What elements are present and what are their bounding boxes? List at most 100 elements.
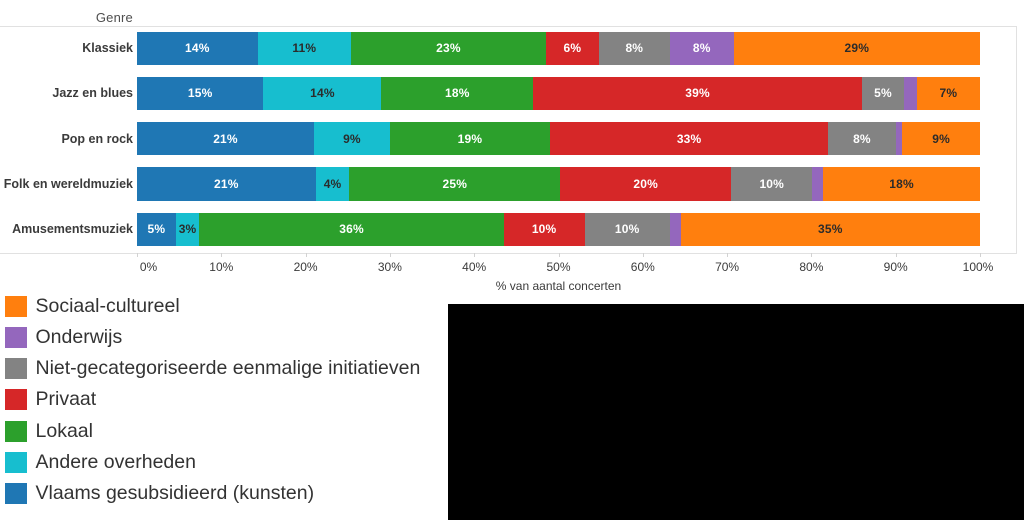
x-axis-tick-label: 90% bbox=[883, 260, 908, 274]
bar-segment: 39% bbox=[533, 76, 862, 110]
bar-segment-label: 20% bbox=[633, 176, 659, 191]
bar-segment: 14% bbox=[263, 76, 382, 110]
legend-swatch bbox=[4, 389, 27, 411]
x-axis-tick-label: 50% bbox=[546, 260, 571, 274]
x-axis-tick-label: 0% bbox=[139, 260, 158, 274]
bar-segment: 23% bbox=[351, 31, 546, 65]
bar-segment-label: 9% bbox=[343, 131, 361, 146]
x-axis-line bbox=[0, 252, 1017, 254]
legend-item: Niet-gecategoriseerde eenmalige initiati… bbox=[4, 357, 421, 380]
legend-label: Onderwijs bbox=[35, 325, 123, 348]
x-axis-tick-label: 60% bbox=[630, 260, 655, 274]
bar-segment bbox=[895, 122, 903, 156]
bar-segment-label: 35% bbox=[818, 222, 843, 237]
bar-segment: 21% bbox=[137, 122, 315, 156]
legend-item: Lokaal bbox=[4, 419, 93, 442]
redaction-block bbox=[448, 304, 1024, 520]
x-axis-tick-label: 10% bbox=[209, 260, 234, 274]
legend-swatch bbox=[4, 482, 27, 504]
bar-segment-label: 18% bbox=[889, 176, 914, 191]
x-axis-tick-label: 40% bbox=[462, 260, 487, 274]
bar-segment-label: 10% bbox=[531, 222, 557, 237]
bar-segment-label: 18% bbox=[445, 86, 470, 101]
x-axis-tick bbox=[221, 253, 223, 257]
bar-segment-label: 10% bbox=[759, 176, 785, 191]
plot-right-border bbox=[1016, 26, 1017, 254]
category-label: Klassiek bbox=[82, 41, 133, 56]
x-axis-tick bbox=[811, 253, 813, 257]
x-axis-tick bbox=[727, 253, 729, 257]
legend-swatch bbox=[4, 451, 27, 473]
header-divider-line bbox=[0, 26, 1017, 27]
bar-segment: 8% bbox=[598, 31, 670, 65]
bar-segment-label: 11% bbox=[292, 41, 317, 56]
bar-segment: 10% bbox=[584, 212, 670, 246]
legend-label: Sociaal-cultureel bbox=[35, 294, 180, 317]
bar-segment: 5% bbox=[137, 212, 176, 246]
bar-segment: 18% bbox=[381, 76, 534, 110]
bar-segment-label: 5% bbox=[874, 86, 892, 101]
bar-segment-label: 21% bbox=[213, 131, 238, 146]
x-axis-tick bbox=[305, 253, 307, 257]
legend-swatch bbox=[4, 420, 27, 442]
bar-segment: 10% bbox=[503, 212, 585, 246]
bar-segment-label: 5% bbox=[147, 222, 166, 237]
bar-segment-label: 8% bbox=[853, 131, 871, 146]
category-label: Amusementsmuziek bbox=[12, 222, 133, 237]
legend-swatch bbox=[4, 326, 27, 348]
x-axis-tick-label: 70% bbox=[715, 260, 740, 274]
bar-segment-label: 4% bbox=[323, 176, 342, 191]
bar-segment: 9% bbox=[902, 122, 980, 156]
legend-item: Sociaal-cultureel bbox=[4, 294, 180, 317]
bar-segment-label: 14% bbox=[184, 41, 210, 56]
bar-segment: 21% bbox=[137, 167, 316, 201]
x-axis-tick bbox=[980, 253, 981, 257]
bar-segment-label: 21% bbox=[214, 176, 239, 191]
bar-segment-label: 3% bbox=[178, 222, 197, 237]
stacked-bar: 5% 3% 36% 10% 10% 35% bbox=[137, 212, 980, 246]
bar-segment: 33% bbox=[550, 122, 829, 156]
bar-segment: 15% bbox=[137, 76, 264, 110]
legend-label: Vlaams gesubsidieerd (kunsten) bbox=[35, 481, 315, 504]
bar-segment: 8% bbox=[828, 122, 896, 156]
bar-segment: 29% bbox=[733, 31, 980, 65]
bar-segment: 11% bbox=[257, 31, 352, 65]
bar-segment: 9% bbox=[314, 122, 390, 156]
legend-item: Andere overheden bbox=[4, 450, 196, 473]
x-axis-tick bbox=[389, 253, 391, 257]
bar-segment-label: 36% bbox=[339, 222, 364, 237]
stacked-bar: 21% 9% 19% 33% 8% 9% bbox=[137, 122, 980, 156]
bar-segment-label: 23% bbox=[436, 41, 461, 56]
legend-swatch bbox=[4, 358, 27, 380]
x-axis-tick bbox=[474, 253, 476, 257]
bar-segment: 14% bbox=[137, 31, 258, 65]
legend-label: Lokaal bbox=[35, 419, 93, 442]
bar-segment: 36% bbox=[199, 212, 504, 246]
legend-label: Andere overheden bbox=[35, 450, 196, 473]
bar-segment-label: 9% bbox=[932, 131, 951, 146]
x-axis-tick bbox=[137, 253, 138, 257]
bar-segment: 25% bbox=[349, 167, 561, 201]
bar-segment-label: 33% bbox=[676, 131, 702, 146]
category-label: Jazz en blues bbox=[52, 86, 133, 101]
bar-segment-label: 10% bbox=[614, 222, 640, 237]
bar-segment-label: 29% bbox=[844, 41, 870, 56]
x-axis-tick-label: 30% bbox=[377, 260, 402, 274]
legend-swatch bbox=[4, 295, 27, 317]
bar-segment-label: 8% bbox=[692, 41, 711, 56]
legend-label: Privaat bbox=[35, 388, 97, 411]
x-axis-tick bbox=[558, 253, 560, 257]
category-label: Pop en rock bbox=[61, 131, 133, 146]
bar-segment: 5% bbox=[861, 76, 905, 110]
stacked-bar: 15% 14% 18% 39% 5% 7% bbox=[137, 76, 980, 110]
category-label: Folk en wereldmuziek bbox=[3, 176, 133, 191]
stacked-bar: 21% 4% 25% 20% 10% 18% bbox=[137, 167, 980, 201]
x-axis-tick bbox=[642, 253, 644, 257]
stacked-bar: 14% 11% 23% 6% 8% 8% 29% bbox=[137, 31, 980, 65]
bar-segment: 18% bbox=[823, 167, 980, 201]
x-axis-tick bbox=[895, 253, 897, 257]
bar-segment-label: 7% bbox=[939, 86, 958, 101]
bar-segment-label: 14% bbox=[310, 86, 335, 101]
legend-label: Niet-gecategoriseerde eenmalige initiati… bbox=[35, 357, 421, 380]
